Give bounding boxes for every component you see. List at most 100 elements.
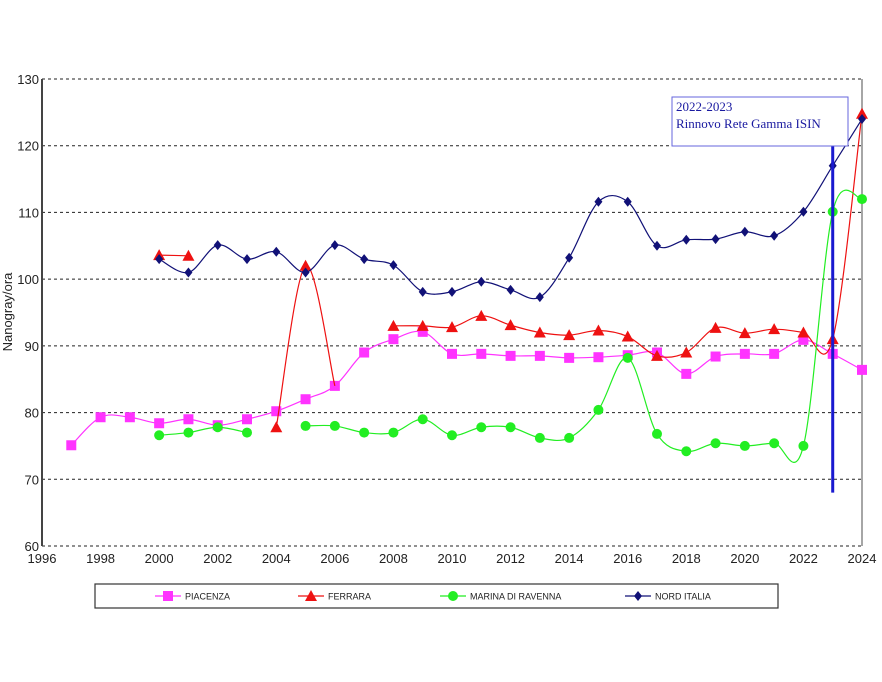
data-point-piacenza (447, 348, 457, 359)
series-line-marina-di-ravenna (305, 189, 863, 463)
data-point-ferrara (299, 259, 312, 271)
data-point-piacenza (739, 348, 750, 359)
data-point-nord-italia (653, 240, 661, 251)
data-point-ferrara (709, 321, 722, 333)
data-point-ferrara (856, 107, 868, 119)
data-point-marina-di-ravenna (417, 414, 428, 425)
data-point-marina-di-ravenna (739, 440, 750, 451)
x-tick-label: 2020 (730, 551, 759, 566)
data-point-marina-di-ravenna (183, 427, 194, 438)
legend-marker-marina-di-ravenna (448, 591, 458, 601)
data-point-ferrara (182, 249, 195, 261)
data-point-nord-italia (535, 292, 544, 303)
data-point-piacenza (417, 326, 428, 337)
x-tick-label: 2018 (672, 551, 701, 566)
series-nord-italia (155, 114, 866, 303)
data-point-nord-italia (213, 240, 222, 251)
data-point-nord-italia (623, 196, 632, 207)
data-point-marina-di-ravenna (329, 420, 340, 431)
data-point-piacenza (476, 348, 487, 359)
annotation-box (671, 96, 849, 147)
data-point-marina-di-ravenna (300, 420, 311, 431)
y-axis-label: Nanogray/ora (0, 272, 15, 352)
data-point-marina-di-ravenna (388, 427, 399, 438)
data-point-piacenza (857, 364, 867, 375)
x-tick-label: 2008 (379, 551, 408, 566)
data-point-marina-di-ravenna (447, 430, 457, 441)
legend-marker-piacenza (163, 591, 173, 601)
y-tick-label: 70 (25, 472, 39, 487)
data-point-piacenza (388, 334, 399, 345)
data-point-marina-di-ravenna (564, 432, 575, 443)
x-tick-label: 2010 (438, 551, 467, 566)
x-tick-label: 2012 (496, 551, 525, 566)
data-point-piacenza (271, 406, 282, 417)
data-point-nord-italia (360, 254, 369, 265)
data-point-marina-di-ravenna (681, 446, 692, 457)
data-point-piacenza (124, 412, 135, 423)
series-line-ferrara (159, 254, 189, 257)
data-point-piacenza (681, 368, 692, 379)
data-point-piacenza (95, 412, 106, 423)
data-point-nord-italia (448, 286, 456, 297)
data-point-nord-italia (389, 260, 398, 271)
x-tick-label: 1996 (28, 551, 57, 566)
series-ferrara (153, 107, 868, 433)
data-point-nord-italia (594, 196, 603, 207)
gridlines (42, 78, 862, 547)
data-point-ferrara (738, 327, 751, 339)
data-point-piacenza (359, 347, 370, 358)
y-tick-label: 110 (18, 205, 39, 220)
data-point-piacenza (534, 350, 545, 361)
data-point-ferrara (387, 319, 400, 331)
data-point-piacenza (564, 352, 575, 363)
data-point-nord-italia (272, 246, 281, 257)
data-point-nord-italia (301, 267, 310, 278)
data-point-nord-italia (506, 284, 515, 295)
data-point-marina-di-ravenna (710, 438, 721, 449)
x-tick-label: 2014 (555, 551, 584, 566)
data-point-nord-italia (155, 254, 164, 265)
data-point-piacenza (66, 440, 77, 451)
legend-label-marina-di-ravenna: MARINA DI RAVENNA (470, 592, 561, 602)
y-tick-label: 100 (17, 272, 39, 287)
data-point-nord-italia (243, 254, 251, 265)
data-point-piacenza (769, 348, 780, 359)
data-point-piacenza (505, 350, 516, 361)
data-point-ferrara (533, 326, 546, 338)
x-tick-label: 2000 (145, 551, 174, 566)
x-tick-label: 1998 (86, 551, 115, 566)
data-point-piacenza (798, 334, 809, 345)
data-point-piacenza (593, 352, 604, 363)
data-point-ferrara (475, 309, 488, 321)
series-marina-di-ravenna (154, 189, 867, 463)
data-point-ferrara (680, 346, 693, 358)
legend: PIACENZA FERRARA MARINA DI RAVENNA NORD ITA… (94, 583, 779, 609)
data-point-nord-italia (682, 234, 691, 245)
data-point-nord-italia (418, 286, 427, 297)
axes: 60 70 80 90 100 110 120 130 1996 1998 2000 2002 2004… (17, 72, 876, 566)
data-point-marina-di-ravenna (212, 422, 223, 433)
data-point-ferrara (446, 321, 458, 333)
data-point-nord-italia (184, 267, 193, 278)
data-point-nord-italia (770, 230, 779, 241)
data-point-ferrara (416, 319, 429, 331)
x-tick-label: 2024 (848, 551, 877, 566)
data-point-marina-di-ravenna (534, 432, 545, 443)
y-tick-label: 60 (25, 539, 39, 554)
legend-label-piacenza: PIACENZA (185, 592, 230, 602)
legend-label-ferrara: FERRARA (328, 592, 371, 602)
data-point-nord-italia (711, 234, 720, 245)
data-point-nord-italia (799, 206, 808, 217)
data-point-marina-di-ravenna (505, 422, 516, 433)
data-point-nord-italia (740, 226, 749, 237)
series-line-piacenza (70, 330, 863, 446)
data-point-marina-di-ravenna (593, 404, 604, 415)
data-point-ferrara (592, 324, 605, 336)
data-point-marina-di-ravenna (798, 440, 809, 451)
data-point-marina-di-ravenna (652, 428, 662, 439)
x-tick-label: 2004 (262, 551, 291, 566)
data-point-marina-di-ravenna (359, 427, 370, 438)
x-tick-label: 2016 (613, 551, 642, 566)
legend-marker-ferrara (305, 590, 317, 601)
